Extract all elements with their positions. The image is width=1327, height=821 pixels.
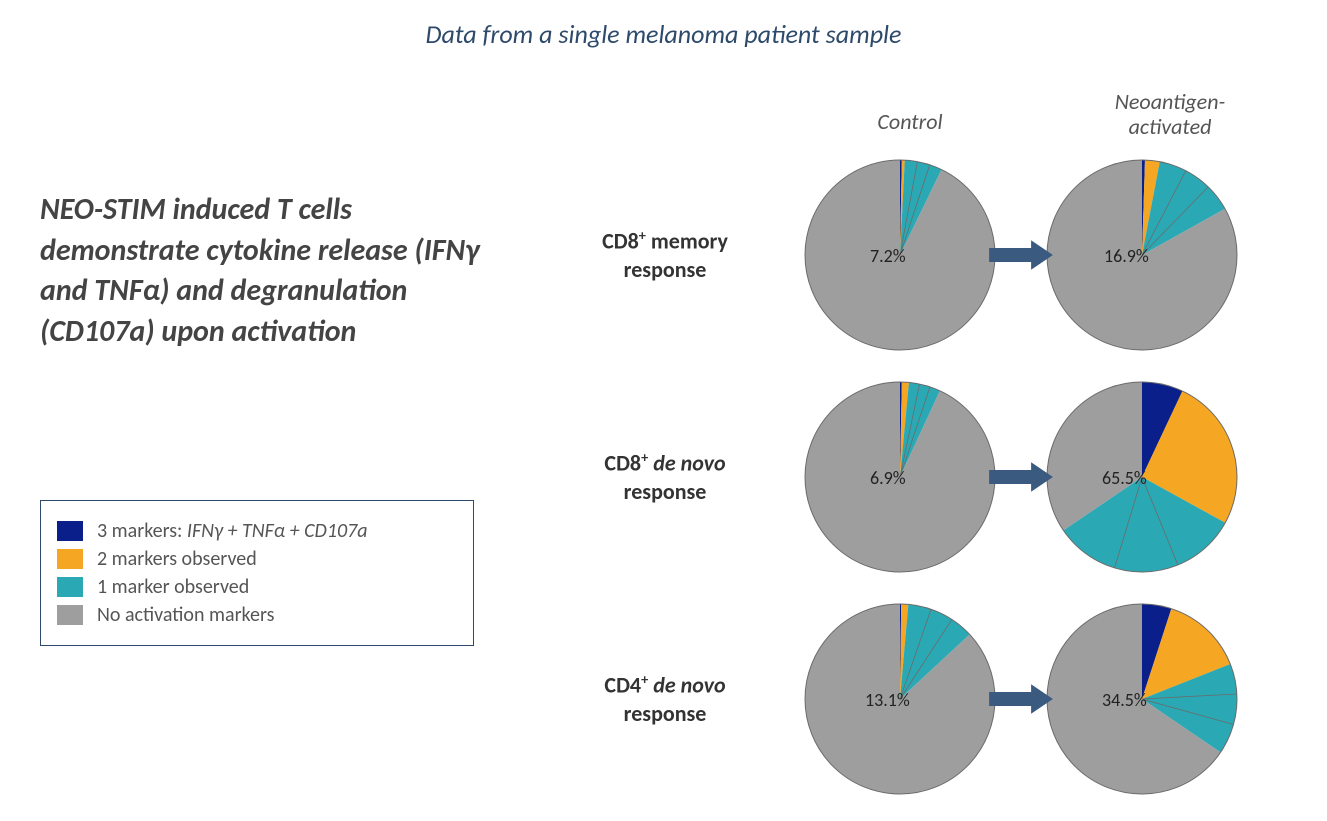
arrow-shape <box>989 240 1053 270</box>
arrow-shape <box>989 684 1053 714</box>
pie-row: CD8+ de novoresponse 6.9% 65.5% <box>530 377 1320 577</box>
arrow-wrap <box>986 454 1056 500</box>
pie-activated: 34.5% <box>1042 599 1242 799</box>
pie-percent-label: 16.9% <box>1104 245 1149 267</box>
arrow-wrap <box>986 676 1056 722</box>
legend-label: 3 markers: IFNγ + TNFα + CD107a <box>97 519 368 543</box>
legend-swatch <box>57 605 83 625</box>
legend-item: 2 markers observed <box>57 547 457 571</box>
row-label: CD8+ memoryresponse <box>530 226 800 285</box>
legend-item: 3 markers: IFNγ + TNFα + CD107a <box>57 519 457 543</box>
row-label: CD4+ de novoresponse <box>530 670 800 729</box>
arrow-icon <box>986 454 1056 500</box>
left-column: NEO-STIM induced T cells demonstrate cyt… <box>40 190 480 352</box>
pie-control: 13.1% <box>800 599 1000 799</box>
pie-percent-label: 7.2% <box>870 245 906 267</box>
figure-root: Data from a single melanoma patient samp… <box>0 0 1327 818</box>
arrow-wrap <box>986 232 1056 278</box>
pie-percent-label: 6.9% <box>870 467 906 489</box>
pie-rows: CD8+ memoryresponse 7.2% 16.9% CD8+ de novo… <box>530 155 1320 799</box>
column-header-control: Control <box>810 109 1010 134</box>
legend-swatch <box>57 577 83 597</box>
legend-swatch <box>57 521 83 541</box>
arrow-shape <box>989 462 1053 492</box>
headline-text: NEO-STIM induced T cells demonstrate cyt… <box>40 190 480 352</box>
legend-label: 2 markers observed <box>97 547 257 571</box>
pie-control: 7.2% <box>800 155 1000 355</box>
pie-activated: 16.9% <box>1042 155 1242 355</box>
legend-item: 1 marker observed <box>57 575 457 599</box>
charts-column: Control Neoantigen-activated CD8+ memory… <box>530 85 1320 821</box>
pie-row: CD8+ memoryresponse 7.2% 16.9% <box>530 155 1320 355</box>
pie-percent-label: 65.5% <box>1102 467 1147 489</box>
pie-control: 6.9% <box>800 377 1000 577</box>
legend-label: No activation markers <box>97 603 274 627</box>
pie-activated: 65.5% <box>1042 377 1242 577</box>
legend-item: No activation markers <box>57 603 457 627</box>
column-headers: Control Neoantigen-activated <box>530 85 1320 155</box>
pie-percent-label: 34.5% <box>1102 689 1147 711</box>
legend-label: 1 marker observed <box>97 575 249 599</box>
legend-swatch <box>57 549 83 569</box>
arrow-icon <box>986 232 1056 278</box>
legend: 3 markers: IFNγ + TNFα + CD107a 2 markers… <box>40 500 474 646</box>
arrow-icon <box>986 676 1056 722</box>
pie-row: CD4+ de novoresponse 13.1% 34.5% <box>530 599 1320 799</box>
row-label: CD8+ de novoresponse <box>530 448 800 507</box>
column-header-activated: Neoantigen-activated <box>1070 89 1270 140</box>
page-title: Data from a single melanoma patient samp… <box>0 18 1327 50</box>
pie-percent-label: 13.1% <box>865 689 910 711</box>
